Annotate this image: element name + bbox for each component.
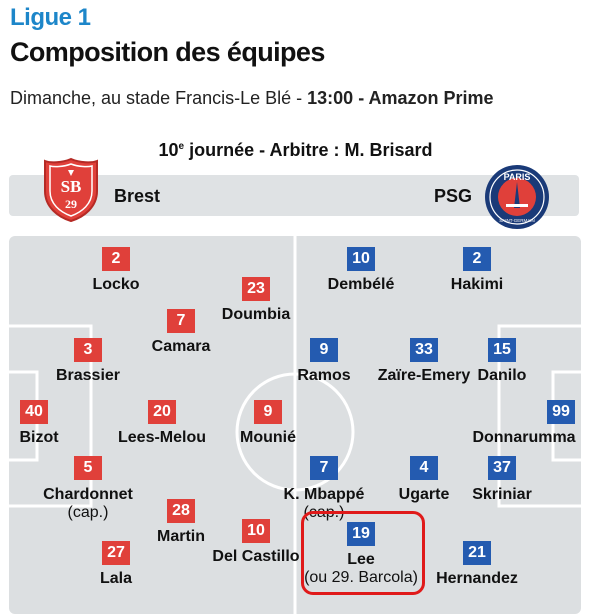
svg-text:SAINT-GERMAIN: SAINT-GERMAIN [499,218,535,223]
home-player-name: Lala [99,570,133,587]
captain-note: (cap.) [67,504,109,521]
home-player-number: 3 [74,338,102,362]
home-player-name: Mounié [240,429,296,446]
away-player-number: 7 [310,456,338,480]
away-player-number: 37 [488,456,516,480]
player-name-text: Chardonnet [43,486,133,503]
page-title: Composition des équipes [10,37,325,67]
round-suffix: e [178,141,185,152]
brest-crest-icon: SB 29 [44,157,98,223]
home-team-name: Brest [114,186,161,206]
away-player-number: 33 [410,338,438,362]
home-player-number: 9 [254,400,282,424]
away-player-name: Lee (ou 29. Barcola) [304,551,418,587]
home-player-number: 5 [74,456,102,480]
broadcaster: Amazon Prime [368,88,494,108]
home-player-name: Camara [151,338,211,355]
away-player-name: Danilo [477,367,527,384]
away-player-number: 99 [547,400,575,424]
away-player-name: Ugarte [398,486,450,503]
svg-text:PARIS: PARIS [504,172,531,182]
away-player-name: Skriniar [472,486,532,503]
home-player-number: 27 [102,541,130,565]
home-player-name: Brassier [55,367,121,384]
home-player-number: 28 [167,499,195,523]
player-name-text: K. Mbappé [283,486,365,503]
separator: - [353,88,369,108]
player-name-text: Lee [347,551,375,568]
substitute-note: (ou 29. Barcola) [304,569,418,586]
highlight-box [301,511,425,595]
kickoff-time: 13:00 [307,88,354,108]
league-title: Ligue 1 [10,4,91,31]
away-player-name: Ramos [297,367,351,384]
away-player-name: Hakimi [450,276,504,293]
home-player-name: Del Castillo [212,548,300,565]
home-player-name: Martin [157,528,205,545]
away-player-number: 2 [463,247,491,271]
away-player-name: Dembélé [327,276,395,293]
round-referee: 10e journée - Arbitre : M. Brisard [0,140,591,161]
away-player-number: 10 [347,247,375,271]
away-player-name: Hernandez [436,570,518,587]
away-player-name: Donnarumma [472,429,576,446]
away-player-name: Zaïre-Emery [377,367,471,384]
home-player-number: 23 [242,277,270,301]
away-player-number: 21 [463,541,491,565]
round-number: 10 [158,140,179,160]
home-player-number: 7 [167,309,195,333]
home-player-name: Bizot [19,429,59,446]
home-player-number: 20 [148,400,176,424]
svg-text:SB: SB [61,177,82,196]
away-player-number: 19 [347,522,375,546]
match-info: Dimanche, au stade Francis-Le Blé - 13:0… [10,88,494,109]
home-player-number: 10 [242,519,270,543]
match-venue: Dimanche, au stade Francis-Le Blé - [10,88,308,108]
home-player-name: Lees-Melou [117,429,207,446]
away-team-name: PSG [434,186,473,206]
svg-text:29: 29 [65,197,77,211]
football-pitch [9,236,581,614]
home-player-name: Chardonnet (cap.) [43,486,133,522]
home-player-number: 2 [102,247,130,271]
away-player-number: 4 [410,456,438,480]
home-player-name: Doumbia [221,306,291,323]
away-player-number: 9 [310,338,338,362]
psg-crest-icon: PARIS SAINT-GERMAIN [485,165,549,229]
teams-bar [9,175,579,216]
round-rest: journée - Arbitre : M. Brisard [184,140,433,160]
home-player-name: Locko [92,276,140,293]
home-player-number: 40 [20,400,48,424]
away-player-number: 15 [488,338,516,362]
